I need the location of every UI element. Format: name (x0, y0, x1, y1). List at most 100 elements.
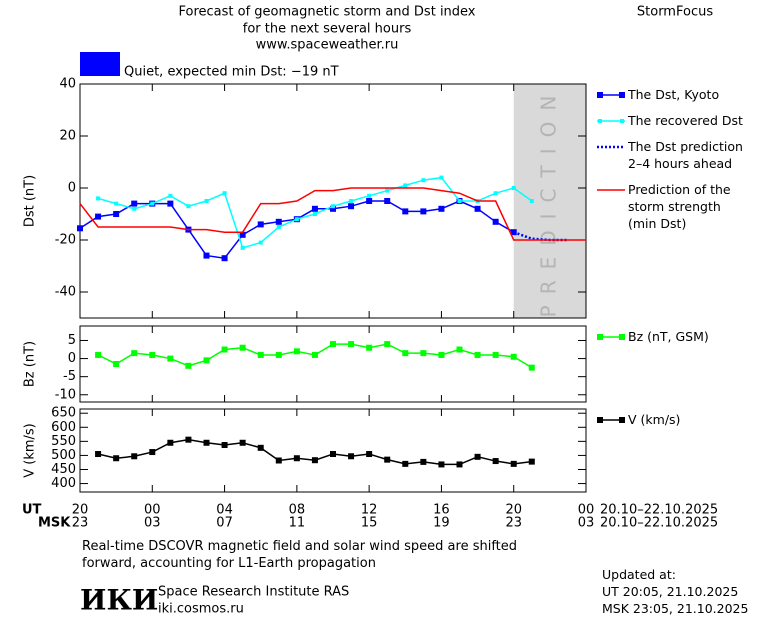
marker (528, 364, 535, 371)
legend-marker (598, 119, 602, 123)
marker (384, 456, 391, 463)
institute: Space Research Institute RAS (158, 585, 349, 600)
marker (275, 351, 282, 358)
marker (185, 436, 192, 443)
series-line (79, 200, 515, 260)
x-tick-label: 00 (144, 503, 161, 518)
x-tick-label: 20 (505, 503, 522, 518)
marker (114, 201, 119, 206)
marker (439, 175, 444, 180)
y-tick-label: 650 (51, 406, 76, 421)
marker (221, 255, 228, 262)
x-tick-label: 20 (72, 503, 89, 518)
x-tick-label: 00 (578, 503, 595, 518)
marker (367, 193, 372, 198)
marker (294, 217, 299, 222)
marker (456, 346, 463, 353)
x-axis-label: UT (22, 503, 42, 518)
marker (492, 458, 499, 465)
legend-marker (597, 92, 603, 98)
legend-marker (620, 119, 624, 123)
y-axis-label: Bz (nT) (23, 341, 38, 387)
marker (366, 451, 373, 458)
marker (113, 455, 120, 462)
marker (275, 218, 282, 225)
plot-frame (79, 325, 587, 403)
legend-label: Bz (nT, GSM) (628, 329, 709, 344)
marker (131, 453, 138, 460)
marker (275, 457, 282, 464)
marker (420, 458, 427, 465)
msk-tick-label: 23 (505, 516, 522, 531)
marker (77, 225, 83, 232)
marker (113, 361, 120, 367)
logo: ИКИ (80, 584, 158, 617)
marker (131, 350, 138, 357)
x-tick-label: 08 (289, 503, 306, 518)
marker (366, 344, 373, 351)
marker (330, 451, 336, 458)
marker (150, 201, 155, 206)
marker (510, 460, 517, 467)
y-tick-label: -10 (55, 387, 76, 402)
msk-tick-label: 11 (289, 516, 306, 531)
marker (474, 351, 481, 358)
marker (529, 199, 534, 203)
marker (311, 457, 318, 464)
marker (203, 439, 210, 446)
marker (511, 186, 516, 190)
marker (149, 449, 156, 456)
x-tick-label: 16 (433, 503, 450, 518)
legend-marker (619, 92, 625, 98)
updated: Updated at: UT 20:05, 21.10.2025 MSK 23:… (602, 567, 749, 616)
marker (384, 341, 391, 348)
legend-marker (619, 334, 625, 340)
marker (96, 196, 101, 201)
series-line (79, 187, 586, 241)
url: www.spaceweather.ru (256, 38, 399, 53)
marker (492, 218, 499, 225)
site: iki.cosmos.ru (158, 602, 244, 617)
marker (240, 245, 245, 250)
marker (385, 188, 390, 193)
marker (167, 439, 174, 446)
msk-tick-label: 19 (433, 516, 450, 531)
marker (403, 183, 408, 188)
marker (258, 240, 263, 245)
marker (348, 203, 355, 210)
legend-label: The Dst, Kyoto (628, 87, 720, 102)
y-tick-label: -5 (63, 369, 76, 384)
marker (474, 205, 481, 212)
y-tick-label: 400 (51, 476, 76, 491)
marker (203, 357, 210, 364)
legend-marker (619, 417, 625, 423)
marker (257, 221, 264, 228)
y-tick-label: 0 (68, 351, 76, 366)
y-tick-label: 550 (51, 434, 76, 449)
y-tick-label: 500 (51, 448, 76, 463)
marker (185, 362, 192, 369)
prediction-label: PREDICTION (536, 85, 560, 318)
marker (348, 341, 355, 348)
legend-label: Prediction of the storm strength (min Ds… (628, 182, 731, 231)
msk-tick-label: 23 (72, 516, 89, 531)
title: Forecast of geomagnetic storm and Dst in… (178, 5, 475, 20)
y-tick-label: 5 (68, 333, 76, 348)
marker (421, 178, 426, 183)
marker (203, 252, 210, 259)
legend-label: The Dst prediction 2–4 hours ahead (628, 139, 743, 171)
marker (167, 200, 174, 207)
marker (384, 198, 391, 204)
marker (221, 442, 228, 449)
y-tick-label: 450 (51, 462, 76, 477)
marker (474, 453, 481, 460)
msk-tick-label: 07 (216, 516, 233, 531)
marker (239, 439, 246, 446)
marker (528, 458, 535, 465)
y-axis-label: Dst (nT) (23, 175, 38, 227)
x2-axis-label: MSK (38, 516, 71, 531)
y-tick-label: -40 (55, 285, 76, 300)
marker (438, 461, 445, 468)
